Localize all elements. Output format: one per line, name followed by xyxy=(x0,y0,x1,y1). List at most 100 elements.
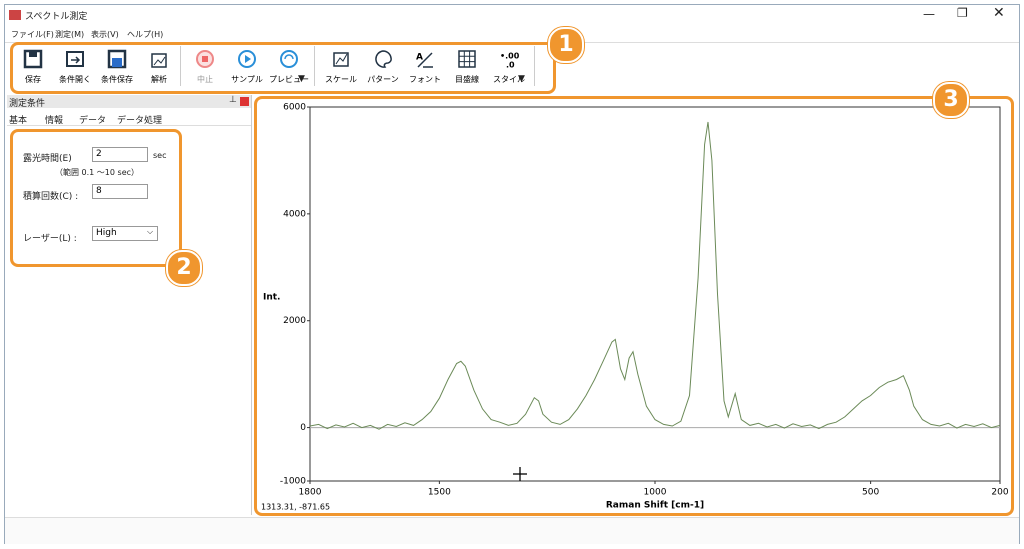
cursor xyxy=(513,467,527,481)
button-label: 保存 xyxy=(25,75,41,84)
panel-title: 測定条件 xyxy=(9,99,46,109)
separator xyxy=(314,46,315,86)
icon xyxy=(23,49,43,69)
x-tick-label: 1000 xyxy=(644,488,667,498)
range-note: （範囲 0.1 ～10 sec） xyxy=(55,168,140,177)
button-label: 中止 xyxy=(197,75,213,84)
toolbar-button[interactable]: パターン xyxy=(362,48,404,85)
menu-item[interactable]: 表示(V) xyxy=(91,30,119,39)
y-tick-label: 0 xyxy=(300,423,306,433)
y-tick-label: 6000 xyxy=(283,103,306,113)
toolbar-button[interactable]: プレビュー xyxy=(268,48,310,85)
unit: sec xyxy=(153,151,167,160)
dropdown-arrow: ⌵ xyxy=(147,227,154,236)
svg-text:.0: .0 xyxy=(506,61,515,70)
x-tick-label: 1800 xyxy=(299,488,322,498)
x-axis-label: Raman Shift [cm-1] xyxy=(606,501,704,511)
panel-close[interactable] xyxy=(240,97,249,106)
title-bar: スペクトル測定 — ❐ ✕ xyxy=(5,5,1019,25)
accum-input[interactable]: 8 xyxy=(92,184,148,199)
button-label: フォント xyxy=(409,75,441,84)
toolbar-button[interactable]: 解析 xyxy=(138,48,180,85)
icon xyxy=(66,51,84,67)
svg-text:A: A xyxy=(416,53,423,63)
icon xyxy=(196,50,214,68)
icon xyxy=(107,49,127,69)
y-axis-label: Int. xyxy=(263,293,280,303)
button-label: スタイル xyxy=(493,75,525,84)
y-tick-label: -1000 xyxy=(280,477,306,487)
x-tick-label: 200 xyxy=(991,488,1008,498)
field-label: レーザー(L) : xyxy=(23,234,77,244)
menu-item[interactable]: ファイル(F) xyxy=(11,30,54,39)
button-label: スケール xyxy=(325,75,357,84)
panel-header xyxy=(7,95,251,108)
icon xyxy=(458,50,476,68)
button-label: 目盛線 xyxy=(455,75,479,84)
chart: Int. Raman Shift [cm-1] 1313.31, -871.65… xyxy=(261,103,1009,512)
button-label: 条件保存 xyxy=(101,75,133,84)
highlight-2 xyxy=(10,129,182,267)
menu-item[interactable]: ヘルプ(H) xyxy=(127,30,164,39)
y-tick-label: 4000 xyxy=(283,209,306,219)
icon: •.00.0 xyxy=(500,52,520,70)
x-tick-label: 1500 xyxy=(428,488,451,498)
dropdown-arrow[interactable]: ▼ xyxy=(518,74,525,84)
highlight-3 xyxy=(254,96,1014,516)
icon xyxy=(375,50,392,68)
svg-text:•.00: •.00 xyxy=(500,52,520,61)
status-bar xyxy=(5,517,1019,544)
icon: A xyxy=(416,52,433,68)
button-label: 条件開く xyxy=(59,75,91,84)
toolbar-button[interactable]: A フォント xyxy=(404,48,446,85)
tab[interactable]: データ xyxy=(79,116,107,126)
exposure-input[interactable]: 2 xyxy=(92,147,148,162)
app-icon xyxy=(9,10,21,20)
tab[interactable]: 基本 xyxy=(9,116,28,126)
button-label: 解析 xyxy=(151,75,167,84)
toolbar-button[interactable]: サンプル xyxy=(226,48,268,85)
toolbar-button[interactable]: 条件保存 xyxy=(96,48,138,85)
maximize[interactable]: ❐ xyxy=(957,6,968,20)
tabs: 基本 情報 データ データ処理 xyxy=(7,111,251,126)
toolbar-button[interactable]: 条件開く xyxy=(54,48,96,85)
y-tick-label: 2000 xyxy=(283,316,306,326)
pin[interactable]: ⊥ xyxy=(229,95,237,105)
icon xyxy=(238,50,256,68)
menu-item[interactable]: 測定(M) xyxy=(55,30,85,39)
close[interactable]: ✕ xyxy=(993,5,1005,21)
plot-frame xyxy=(309,106,1001,482)
separator xyxy=(180,46,181,86)
callout: 3 xyxy=(933,82,969,118)
button-label: プレビュー xyxy=(269,75,309,84)
spectrum-line xyxy=(309,121,1001,430)
toolbar-button[interactable]: 保存 xyxy=(12,48,54,85)
tab[interactable]: 情報 xyxy=(45,116,64,126)
window-title: スペクトル測定 xyxy=(25,12,88,22)
toolbar-button[interactable]: 中止 xyxy=(184,48,226,85)
minimize[interactable]: — xyxy=(923,7,935,21)
button-label: サンプル xyxy=(231,75,263,84)
icon xyxy=(333,52,349,67)
separator xyxy=(534,46,535,86)
menu-bar: ファイル(F) 測定(M) 表示(V) ヘルプ(H) xyxy=(5,26,1019,43)
callout: 1 xyxy=(548,27,584,63)
dropdown-arrow[interactable]: ▼ xyxy=(298,74,305,84)
field-label: 露光時間(E) xyxy=(23,154,72,164)
toolbar-button[interactable]: 目盛線 xyxy=(446,48,488,85)
toolbar-button[interactable]: スケール xyxy=(320,48,362,85)
window-frame: スペクトル測定 — ❐ ✕ ファイル(F) 測定(M) 表示(V) ヘルプ(H) 測定… xyxy=(4,4,1020,544)
x-tick-label: 500 xyxy=(862,488,879,498)
button-label: パターン xyxy=(367,75,399,84)
cursor-readout: 1313.31, -871.65 xyxy=(261,503,330,512)
callout: 2 xyxy=(166,250,202,286)
icon xyxy=(151,53,167,68)
highlight-1 xyxy=(10,42,556,94)
laser-select[interactable]: High xyxy=(92,226,158,241)
icon xyxy=(280,50,298,68)
left-panel: 測定条件 ⊥ 基本 情報 データ データ処理 露光時間(E) 2 sec （範囲 0.… xyxy=(7,95,252,515)
field-label: 積算回数(C) : xyxy=(23,192,79,202)
tab[interactable]: データ処理 xyxy=(117,116,163,126)
toolbar-button[interactable]: •.00.0 スタイル xyxy=(488,48,530,85)
